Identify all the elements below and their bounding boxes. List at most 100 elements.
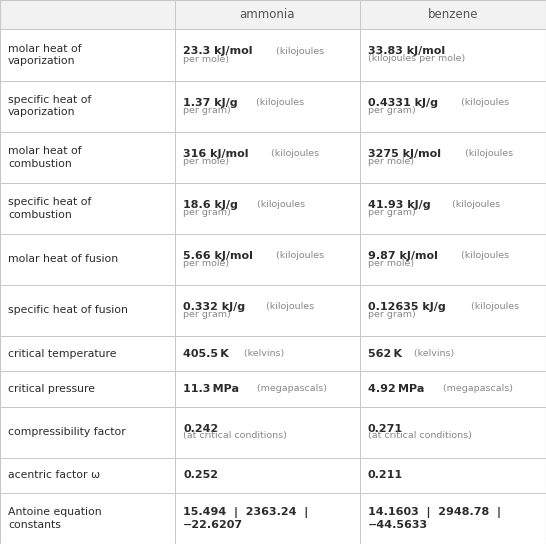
Bar — [175, 493, 360, 544]
Bar — [360, 406, 546, 458]
Bar — [360, 29, 546, 81]
Bar — [0, 132, 175, 183]
Bar — [0, 458, 175, 493]
Text: specific heat of fusion: specific heat of fusion — [8, 305, 128, 316]
Text: (kilojoules: (kilojoules — [253, 98, 305, 107]
Text: acentric factor ω: acentric factor ω — [8, 470, 100, 480]
Bar — [0, 336, 175, 371]
Text: (kilojoules: (kilojoules — [458, 251, 509, 260]
Text: 562 K: 562 K — [368, 349, 402, 358]
Text: 9.87 kJ/mol: 9.87 kJ/mol — [368, 251, 438, 261]
Text: (kilojoules: (kilojoules — [263, 302, 314, 311]
Text: (kilojoules: (kilojoules — [462, 149, 513, 158]
Text: 15.494  |  2363.24  |
−22.6207: 15.494 | 2363.24 | −22.6207 — [183, 507, 308, 530]
Text: (kilojoules: (kilojoules — [449, 200, 500, 209]
Text: per gram): per gram) — [368, 208, 416, 217]
Text: per gram): per gram) — [183, 106, 231, 115]
Text: per mole): per mole) — [183, 259, 229, 268]
Bar — [0, 234, 175, 285]
Text: 316 kJ/mol: 316 kJ/mol — [183, 149, 248, 159]
Bar — [175, 183, 360, 234]
Bar — [360, 493, 546, 544]
Text: per gram): per gram) — [368, 310, 416, 319]
Bar — [360, 132, 546, 183]
Bar — [360, 336, 546, 371]
Text: specific heat of
vaporization: specific heat of vaporization — [8, 95, 91, 118]
Text: 3275 kJ/mol: 3275 kJ/mol — [368, 149, 441, 159]
Text: (kilojoules: (kilojoules — [458, 98, 509, 107]
Bar — [175, 371, 360, 406]
Text: compressibility factor: compressibility factor — [8, 427, 126, 437]
Text: Antoine equation
constants: Antoine equation constants — [8, 507, 102, 530]
Text: benzene: benzene — [428, 8, 478, 21]
Text: 0.211: 0.211 — [368, 470, 403, 480]
Bar — [360, 234, 546, 285]
Text: per mole): per mole) — [183, 157, 229, 166]
Text: per gram): per gram) — [183, 310, 231, 319]
Text: 0.271: 0.271 — [368, 424, 403, 434]
Text: (at critical conditions): (at critical conditions) — [368, 431, 472, 440]
Bar — [175, 0, 360, 29]
Text: 0.242: 0.242 — [183, 424, 218, 434]
Text: (kilojoules: (kilojoules — [268, 149, 319, 158]
Bar — [175, 234, 360, 285]
Text: per gram): per gram) — [183, 208, 231, 217]
Bar — [360, 371, 546, 406]
Bar — [360, 458, 546, 493]
Bar — [175, 406, 360, 458]
Text: (kilojoules: (kilojoules — [272, 47, 324, 56]
Text: per gram): per gram) — [368, 106, 416, 115]
Text: 0.252: 0.252 — [183, 470, 218, 480]
Text: 11.3 MPa: 11.3 MPa — [183, 384, 239, 394]
Bar — [0, 406, 175, 458]
Text: 1.37 kJ/g: 1.37 kJ/g — [183, 97, 238, 108]
Bar — [0, 29, 175, 81]
Text: molar heat of
combustion: molar heat of combustion — [8, 146, 81, 169]
Bar — [0, 183, 175, 234]
Bar — [0, 81, 175, 132]
Text: (kelvins): (kelvins) — [242, 349, 284, 358]
Bar — [360, 285, 546, 336]
Bar — [175, 29, 360, 81]
Text: (kilojoules: (kilojoules — [468, 302, 519, 311]
Text: 405.5 K: 405.5 K — [183, 349, 229, 358]
Text: 0.4331 kJ/g: 0.4331 kJ/g — [368, 97, 438, 108]
Text: 5.66 kJ/mol: 5.66 kJ/mol — [183, 251, 253, 261]
Bar — [175, 132, 360, 183]
Bar — [360, 0, 546, 29]
Text: 23.3 kJ/mol: 23.3 kJ/mol — [183, 46, 252, 57]
Text: (kelvins): (kelvins) — [412, 349, 454, 358]
Text: ammonia: ammonia — [240, 8, 295, 21]
Text: molar heat of fusion: molar heat of fusion — [8, 254, 118, 264]
Text: specific heat of
combustion: specific heat of combustion — [8, 197, 91, 220]
Text: (kilojoules: (kilojoules — [254, 200, 305, 209]
Bar — [0, 493, 175, 544]
Text: critical pressure: critical pressure — [8, 384, 95, 394]
Text: (at critical conditions): (at critical conditions) — [183, 431, 287, 440]
Text: (kilojoules: (kilojoules — [273, 251, 324, 260]
Text: 0.332 kJ/g: 0.332 kJ/g — [183, 302, 245, 312]
Text: molar heat of
vaporization: molar heat of vaporization — [8, 44, 81, 66]
Text: (megapascals): (megapascals) — [256, 385, 327, 393]
Text: per mole): per mole) — [183, 54, 229, 64]
Text: 18.6 kJ/g: 18.6 kJ/g — [183, 200, 238, 209]
Text: (kilojoules per mole): (kilojoules per mole) — [368, 53, 465, 63]
Text: per mole): per mole) — [368, 157, 414, 166]
Bar — [360, 81, 546, 132]
Text: 4.92 MPa: 4.92 MPa — [368, 384, 424, 394]
Bar — [175, 285, 360, 336]
Bar — [175, 336, 360, 371]
Text: 33.83 kJ/mol: 33.83 kJ/mol — [368, 46, 445, 57]
Bar — [175, 81, 360, 132]
Bar — [0, 0, 175, 29]
Bar — [0, 285, 175, 336]
Text: 0.12635 kJ/g: 0.12635 kJ/g — [368, 302, 446, 312]
Text: 41.93 kJ/g: 41.93 kJ/g — [368, 200, 431, 209]
Bar — [175, 458, 360, 493]
Text: per mole): per mole) — [368, 259, 414, 268]
Text: 14.1603  |  2948.78  |
−44.5633: 14.1603 | 2948.78 | −44.5633 — [368, 507, 501, 530]
Bar — [0, 371, 175, 406]
Bar — [360, 183, 546, 234]
Text: (megapascals): (megapascals) — [441, 385, 513, 393]
Text: critical temperature: critical temperature — [8, 349, 116, 358]
